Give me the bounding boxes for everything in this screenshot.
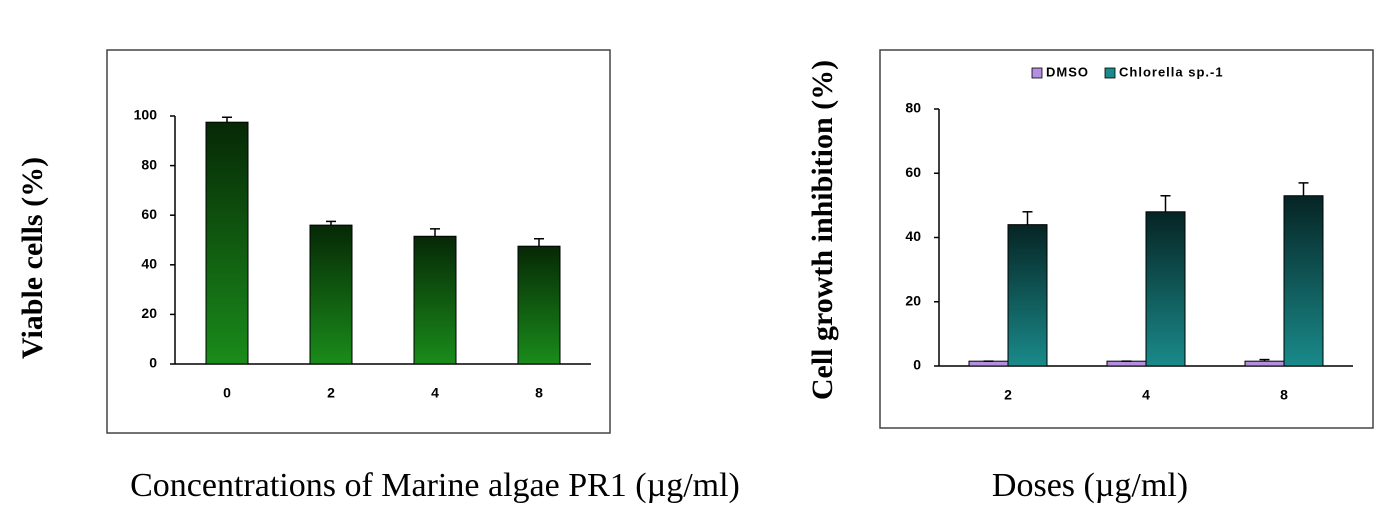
bar <box>1145 211 1186 367</box>
y-tick-label: 40 <box>905 228 921 244</box>
error-bar <box>1022 211 1033 225</box>
plot-frame <box>879 49 1374 429</box>
y-tick-label: 20 <box>905 292 921 308</box>
x-tick-label: 8 <box>1280 387 1288 403</box>
y-axis-title: Cell growth inhibition (%) <box>806 60 839 400</box>
y-axis-title: Viable cells (%) <box>16 157 49 359</box>
bar <box>1283 195 1324 367</box>
x-tick-label: 8 <box>535 385 543 401</box>
legend-label: DMSO <box>1046 64 1089 79</box>
y-tick-label: 0 <box>913 357 921 373</box>
x-tick-label: 2 <box>1004 387 1012 403</box>
legend-swatch <box>1104 67 1116 79</box>
y-tick-label: 100 <box>134 107 158 123</box>
y-tick-label: 60 <box>905 164 921 180</box>
error-bar <box>326 220 336 226</box>
x-tick-label: 0 <box>223 385 231 401</box>
error-bar <box>430 228 440 237</box>
error-bar <box>222 116 232 123</box>
x-tick-label: 4 <box>1142 387 1150 403</box>
x-axis-title: Concentrations of Marine algae PR1 (µg/m… <box>130 467 740 504</box>
error-bar <box>1160 194 1171 212</box>
y-tick-label: 60 <box>141 206 157 222</box>
plot-frame <box>106 49 611 434</box>
error-bar <box>1259 358 1270 362</box>
bar <box>1244 360 1285 367</box>
y-tick-label: 80 <box>905 100 921 116</box>
y-tick-label: 20 <box>141 305 157 321</box>
bar <box>517 245 561 365</box>
error-bar <box>534 238 544 247</box>
legend-label: Chlorella sp.-1 <box>1119 64 1224 79</box>
bar <box>309 224 353 365</box>
y-tick-label: 80 <box>141 156 157 172</box>
y-tick-label: 0 <box>149 355 157 371</box>
bar <box>413 235 457 365</box>
error-bar <box>1298 182 1309 196</box>
bar <box>1007 224 1048 367</box>
bar <box>205 121 249 365</box>
legend-swatch <box>1031 67 1043 79</box>
x-tick-label: 2 <box>327 385 335 401</box>
x-tick-label: 4 <box>431 385 439 401</box>
y-tick-label: 40 <box>141 256 157 272</box>
x-axis-title: Doses (µg/ml) <box>992 467 1188 504</box>
